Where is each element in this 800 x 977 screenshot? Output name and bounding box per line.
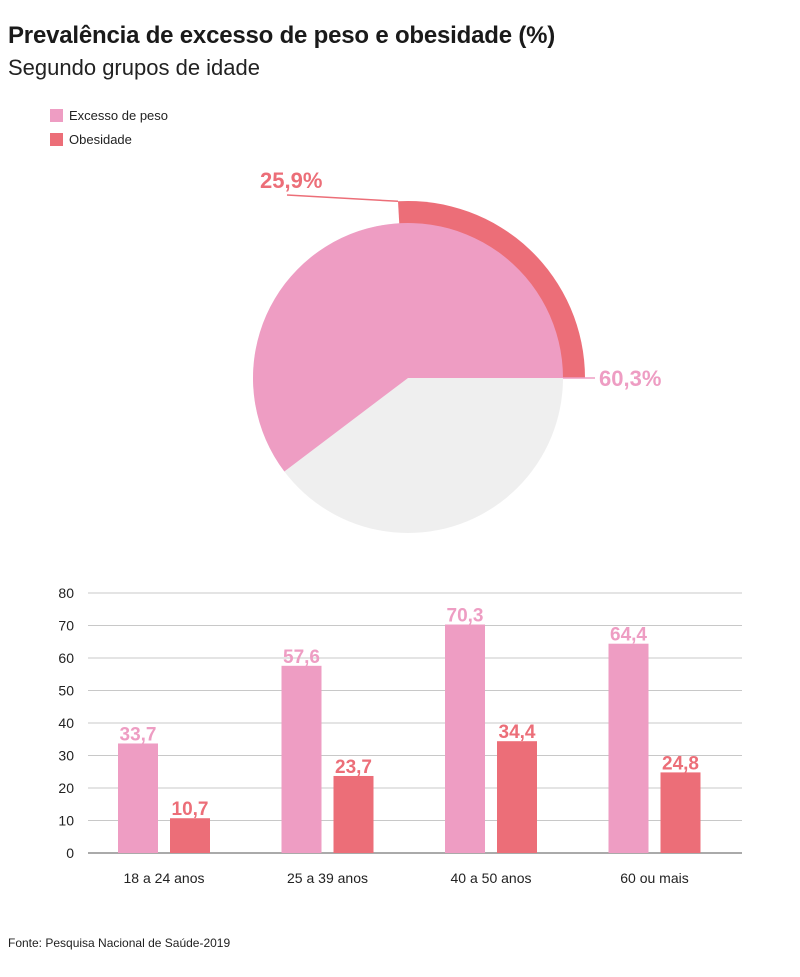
y-tick-label: 50	[58, 683, 74, 699]
bar	[281, 665, 322, 853]
legend-swatch-excesso	[50, 108, 63, 122]
bar	[445, 624, 485, 853]
bar-value-label: 10,7	[172, 799, 209, 820]
legend-label-obesidade: Obesidade	[69, 131, 132, 147]
x-tick-label: 60 ou mais	[620, 870, 688, 886]
legend: Excesso de peso Obesidade	[50, 103, 168, 151]
bar	[333, 775, 374, 853]
bar	[660, 772, 701, 853]
bar-value-label: 70,3	[447, 606, 484, 627]
pie-label-obesidade: 25,9%	[260, 168, 322, 193]
bar-value-label: 33,7	[120, 724, 157, 745]
bar	[170, 818, 210, 853]
chart-title: Prevalência de excesso de peso e obesida…	[8, 22, 556, 49]
pie-label-excesso: 60,3%	[599, 366, 661, 391]
x-tick-label: 18 a 24 anos	[124, 870, 205, 886]
source-note: Fonte: Pesquisa Nacional de Saúde-2019	[8, 936, 231, 950]
y-tick-label: 30	[58, 748, 74, 764]
bar	[608, 643, 649, 853]
x-tick-label: 40 a 50 anos	[451, 870, 532, 886]
chart-subtitle: Segundo grupos de idade	[8, 55, 260, 80]
y-tick-label: 60	[58, 650, 74, 666]
bar-value-label: 34,4	[499, 722, 536, 743]
y-tick-label: 40	[58, 715, 74, 731]
y-tick-label: 70	[58, 618, 74, 634]
legend-item-obesidade: Obesidade	[50, 127, 168, 151]
legend-item-excesso: Excesso de peso	[50, 103, 168, 127]
x-tick-label: 25 a 39 anos	[287, 870, 368, 886]
bar-value-label: 64,4	[610, 625, 647, 646]
bar-value-label: 57,6	[283, 647, 320, 668]
y-tick-label: 0	[66, 845, 74, 861]
bar	[118, 743, 158, 853]
legend-swatch-obesidade	[50, 132, 63, 146]
legend-label-excesso: Excesso de peso	[69, 107, 169, 123]
bar-value-label: 24,8	[662, 753, 699, 774]
bar	[497, 741, 537, 853]
y-tick-label: 80	[58, 585, 74, 601]
bar-value-label: 23,7	[335, 757, 372, 778]
pie-leader-obesidade	[286, 194, 399, 203]
y-tick-label: 10	[58, 813, 74, 829]
y-tick-label: 20	[58, 780, 74, 796]
pie-slice-excesso	[252, 222, 563, 472]
